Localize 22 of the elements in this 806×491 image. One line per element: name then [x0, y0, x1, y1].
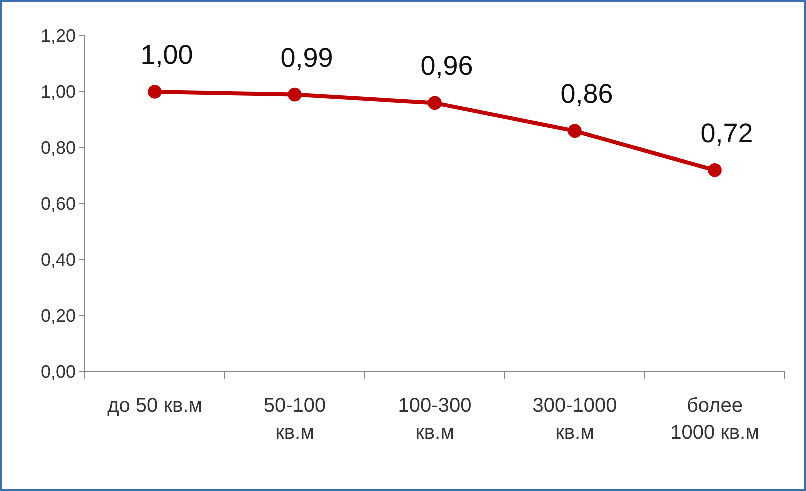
x-tick-label: до 50 кв.м [108, 395, 202, 417]
x-tick-label: 100-300 кв.м [398, 395, 472, 444]
point [288, 88, 302, 102]
data-label: 0,99 [280, 42, 334, 73]
y-tick-label: 0,20 [40, 306, 76, 326]
point [568, 124, 582, 138]
point [708, 164, 722, 178]
data-label: 0,72 [700, 118, 754, 148]
x-tick-label: 50-100 кв.м [264, 395, 326, 444]
y-tick-label: 0,80 [40, 138, 76, 158]
point [148, 85, 162, 99]
x-tick-label: 300-1000 кв.м [532, 395, 618, 444]
y-tick-label: 0,60 [40, 194, 76, 214]
y-tick-label: 0,40 [40, 250, 76, 270]
data-label: 0,86 [560, 79, 614, 110]
y-tick-label: 1,00 [40, 82, 76, 102]
y-tick-label: 1,20 [40, 26, 76, 46]
y-tick-label: 0,00 [40, 362, 76, 382]
data-label: 0,96 [420, 51, 474, 82]
x-tick-label: более 1000 кв.м [670, 395, 760, 444]
point [428, 96, 442, 110]
data-label: 1,00 [140, 40, 194, 70]
